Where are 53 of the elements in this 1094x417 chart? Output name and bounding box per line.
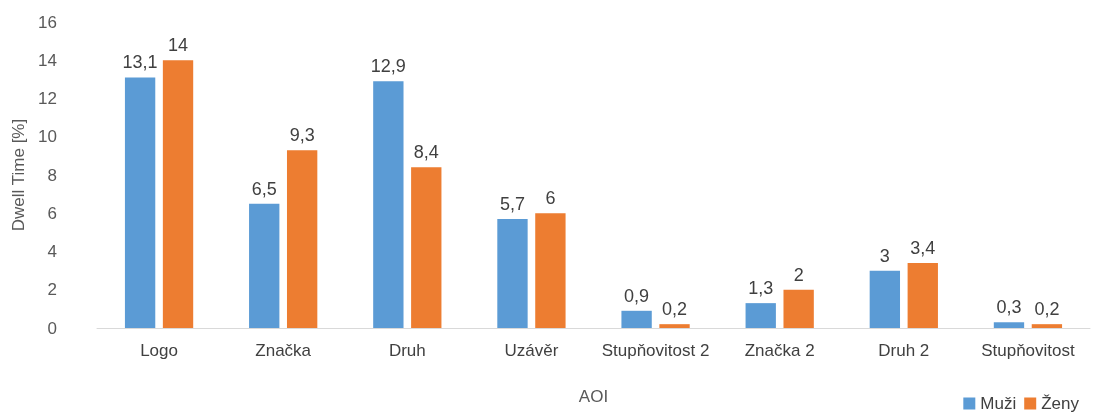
x-axis-title: AOI (578, 387, 609, 406)
bar (869, 270, 901, 328)
data-label: 9,3 (289, 125, 315, 146)
data-label: 0,3 (996, 297, 1022, 318)
data-label: 6,5 (251, 178, 277, 199)
y-tick-label: 4 (47, 242, 57, 261)
y-tick-label: 2 (47, 280, 57, 300)
y-axis-title: Dwell Time [%] (9, 118, 29, 232)
bar (162, 60, 194, 328)
bar (497, 218, 528, 328)
bar (249, 203, 280, 328)
y-tick-label: 0 (47, 318, 57, 338)
x-tick-label: Stupňovitost 2 (601, 341, 710, 360)
y-tick-label: 8 (47, 165, 57, 185)
bar (535, 213, 566, 328)
bar (621, 310, 652, 328)
data-label: 3,4 (910, 237, 936, 258)
bar (907, 262, 938, 328)
data-label: 3 (879, 245, 890, 266)
data-label: 0,2 (1034, 299, 1060, 320)
legend-label: Ženy (1041, 394, 1080, 413)
bar (1031, 324, 1063, 328)
bar (286, 150, 318, 328)
x-tick-label: Druh 2 (878, 341, 930, 360)
y-tick-label: 12 (38, 89, 57, 108)
x-tick-label: Značka (255, 341, 312, 360)
bar (783, 289, 814, 328)
bar (659, 324, 690, 328)
data-label: 0,9 (624, 285, 650, 306)
x-tick-label: Stupňovitost (981, 341, 1075, 360)
x-tick-label: Uzávěr (504, 341, 559, 360)
y-tick-label: 6 (47, 203, 57, 223)
data-label: 8,4 (413, 142, 439, 163)
data-label: 12,9 (370, 56, 406, 77)
bar (745, 303, 776, 328)
data-label: 2 (793, 264, 804, 285)
data-label: 0,2 (662, 299, 688, 320)
bar (411, 167, 442, 328)
x-tick-label: Značka 2 (744, 341, 815, 360)
bar (373, 81, 404, 328)
bar (124, 77, 156, 328)
y-tick-label: 16 (38, 12, 57, 32)
data-label: 5,7 (499, 193, 525, 214)
data-label: 13,1 (122, 52, 158, 73)
x-tick-label: Druh (388, 341, 426, 360)
x-tick-label: Logo (140, 341, 178, 360)
bar (993, 322, 1025, 328)
data-label: 1,3 (748, 278, 774, 299)
y-tick-label: 14 (38, 50, 57, 70)
legend-label: Muži (980, 394, 1017, 413)
data-label: 6 (545, 188, 556, 209)
data-label: 14 (168, 35, 189, 56)
y-tick-label: 10 (38, 127, 57, 147)
